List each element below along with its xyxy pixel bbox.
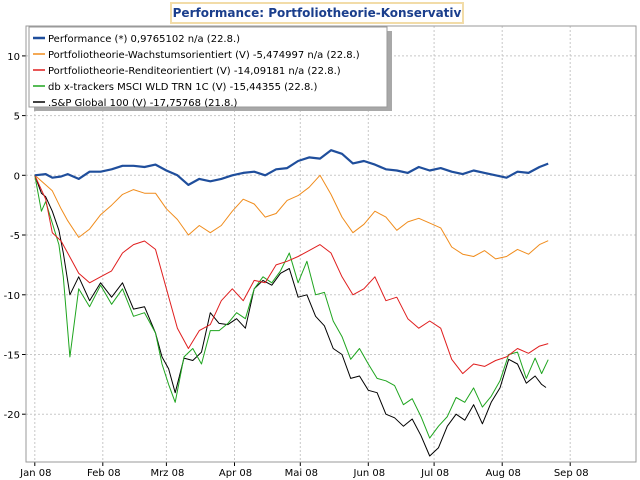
legend: Performance (*) 0,9765102 n/a (22.8.) Por… [28, 26, 392, 111]
series-line-2 [34, 175, 549, 375]
plot-frame [25, 25, 637, 463]
y-tick-label: 10 [7, 52, 20, 63]
x-tick-label: Mrz 08 [150, 468, 184, 479]
x-tick-label: Feb 08 [87, 468, 121, 479]
y-axis-ticks: 10 5 0 -5 -10 -15 -20 [4, 52, 26, 421]
legend-entry-4: .S&P Global 100 (V) -17,75768 (21.8.) [48, 98, 238, 109]
x-tick-label: Sep 08 [554, 468, 589, 479]
y-tick-label: -5 [10, 231, 20, 242]
x-tick-label: Apr 08 [219, 468, 252, 479]
y-tick-label: -10 [4, 291, 20, 302]
series-line-3 [34, 175, 549, 439]
series-lines [34, 149, 549, 457]
legend-entry-2: Portfoliotheorie-Renditeorientiert (V) -… [48, 66, 341, 77]
x-tick-label: Mai 08 [285, 468, 318, 479]
y-tick-label: -20 [4, 410, 20, 421]
legend-entry-1: Portfoliotheorie-Wachstumsorientiert (V)… [48, 50, 360, 61]
legend-entry-0: Performance (*) 0,9765102 n/a (22.8.) [48, 34, 240, 45]
x-tick-label: Jul 08 [420, 468, 449, 479]
chart-title: Performance: Portfoliotheorie-Konservati… [172, 6, 462, 20]
x-tick-label: Jan 08 [19, 468, 51, 479]
y-tick-label: 0 [14, 171, 20, 182]
y-tick-label: -15 [4, 351, 20, 362]
series-line-1 [34, 174, 549, 260]
x-axis-ticks: Jan 08 Feb 08 Mrz 08 Apr 08 Mai 08 Jun 08 Jul … [19, 462, 589, 479]
series-line-0 [34, 149, 549, 186]
legend-entry-3: db x-trackers MSCI WLD TRN 1C (V) -15,44… [48, 82, 317, 93]
y-tick-label: 5 [14, 112, 20, 123]
x-tick-label: Aug 08 [485, 468, 520, 479]
legend-box [28, 26, 388, 108]
series-line-4 [34, 175, 547, 457]
x-tick-label: Jun 08 [353, 468, 386, 479]
chart-title-box: Performance: Portfoliotheorie-Konservati… [170, 2, 464, 24]
